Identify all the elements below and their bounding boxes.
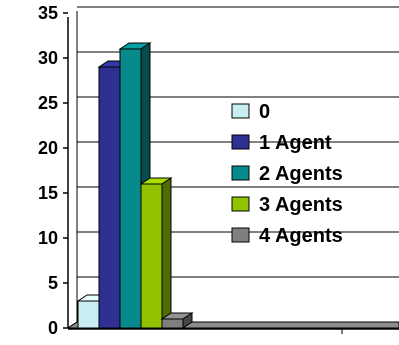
y-tick-label: 15 bbox=[38, 183, 58, 203]
legend-label: 1 Agent bbox=[259, 132, 332, 154]
bar-side bbox=[161, 177, 172, 329]
bars bbox=[76, 42, 194, 329]
y-tick-label: 35 bbox=[38, 3, 58, 23]
legend-label: 4 Agents bbox=[259, 225, 343, 247]
legend-swatch bbox=[231, 227, 250, 243]
bar-side bbox=[182, 312, 193, 329]
y-tick-label: 0 bbox=[48, 318, 58, 338]
y-tick-label: 20 bbox=[38, 138, 58, 158]
legend-label: 2 Agents bbox=[259, 163, 343, 185]
bar-front bbox=[77, 300, 100, 329]
y-tick-label: 25 bbox=[38, 93, 58, 113]
legend-item: 4 Agents bbox=[231, 225, 343, 247]
legend-item: 2 Agents bbox=[231, 163, 343, 185]
bar bbox=[139, 177, 173, 329]
legend-swatch bbox=[231, 103, 250, 119]
bar-front bbox=[98, 66, 121, 329]
bar bbox=[160, 312, 194, 329]
y-tick-label: 30 bbox=[38, 48, 58, 68]
y-tick-label: 10 bbox=[38, 228, 58, 248]
bar-front bbox=[119, 48, 142, 329]
legend-label: 0 bbox=[259, 101, 270, 123]
legend-item: 0 bbox=[231, 101, 270, 123]
legend-swatch bbox=[231, 134, 250, 150]
bar-front bbox=[140, 183, 163, 329]
y-tick-labels: 0 5 10 15 20 25 30 35 bbox=[38, 3, 68, 338]
bar-front bbox=[161, 318, 184, 329]
legend: 0 1 Agent 2 Agents 3 Agents 4 Agents bbox=[231, 101, 343, 247]
y-tick-label: 5 bbox=[48, 273, 58, 293]
legend-item: 1 Agent bbox=[231, 132, 332, 154]
legend-swatch bbox=[231, 165, 250, 181]
legend-swatch bbox=[231, 196, 250, 212]
legend-label: 3 Agents bbox=[259, 194, 343, 216]
legend-item: 3 Agents bbox=[231, 194, 343, 216]
